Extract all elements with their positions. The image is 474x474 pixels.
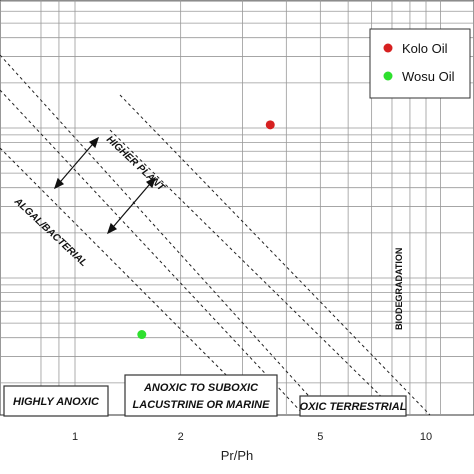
zone-lacustrine-marine: LACUSTRINE OR MARINE — [133, 399, 271, 411]
arrow-head-1a — [88, 136, 100, 149]
legend-label-wosu: Wosu Oil — [402, 69, 455, 84]
zone-highly-anoxic: HIGHLY ANOXIC — [13, 396, 100, 408]
x-tick-label: 1 — [72, 431, 78, 443]
double-arrows — [53, 136, 157, 235]
x-tick-labels: 1 2 5 10 — [72, 431, 432, 443]
legend: Kolo Oil Wosu Oil — [369, 28, 471, 99]
dashed-line-1 — [0, 54, 327, 416]
data-point-wosu — [137, 330, 147, 340]
x-axis-label: Pr/Ph — [221, 448, 254, 463]
zone-anoxic-suboxic: ANOXIC TO SUBOXIC — [143, 382, 259, 394]
dashed-line-5 — [119, 94, 431, 416]
label-biodegradation: BIODEGRADATION — [394, 248, 404, 330]
arrow-shaft-1 — [54, 137, 99, 189]
dashed-line-3 — [0, 147, 267, 416]
label-higher-plant: HIGHER PLANT — [104, 134, 167, 194]
dashed-line-4 — [109, 129, 401, 416]
zone-boxes: HIGHLY ANOXIC ANOXIC TO SUBOXIC LACUSTRI… — [3, 374, 407, 417]
legend-box — [369, 28, 471, 99]
arrow-shaft-2 — [107, 177, 156, 234]
zone-box-anoxic-suboxic — [124, 374, 278, 417]
zone-box-oxic-terrestrial — [299, 395, 407, 417]
x-tick-label: 10 — [420, 431, 432, 443]
dashed-line-2 — [0, 89, 305, 416]
zone-box-highly-anoxic — [3, 385, 109, 417]
arrow-head-2a — [145, 176, 157, 189]
x-tick-label: 2 — [178, 431, 184, 443]
data-points — [137, 120, 275, 340]
x-tick-label: 5 — [317, 431, 323, 443]
dashed-trend-lines — [0, 54, 431, 416]
arrow-head-2b — [106, 222, 118, 235]
zone-oxic-terrestrial: OXIC TERRESTRIAL — [300, 401, 407, 413]
legend-label-kolo: Kolo Oil — [402, 41, 448, 56]
data-point-kolo — [265, 120, 275, 130]
arrow-head-1b — [53, 177, 65, 190]
legend-marker-kolo — [383, 43, 393, 53]
legend-marker-wosu — [383, 71, 393, 81]
